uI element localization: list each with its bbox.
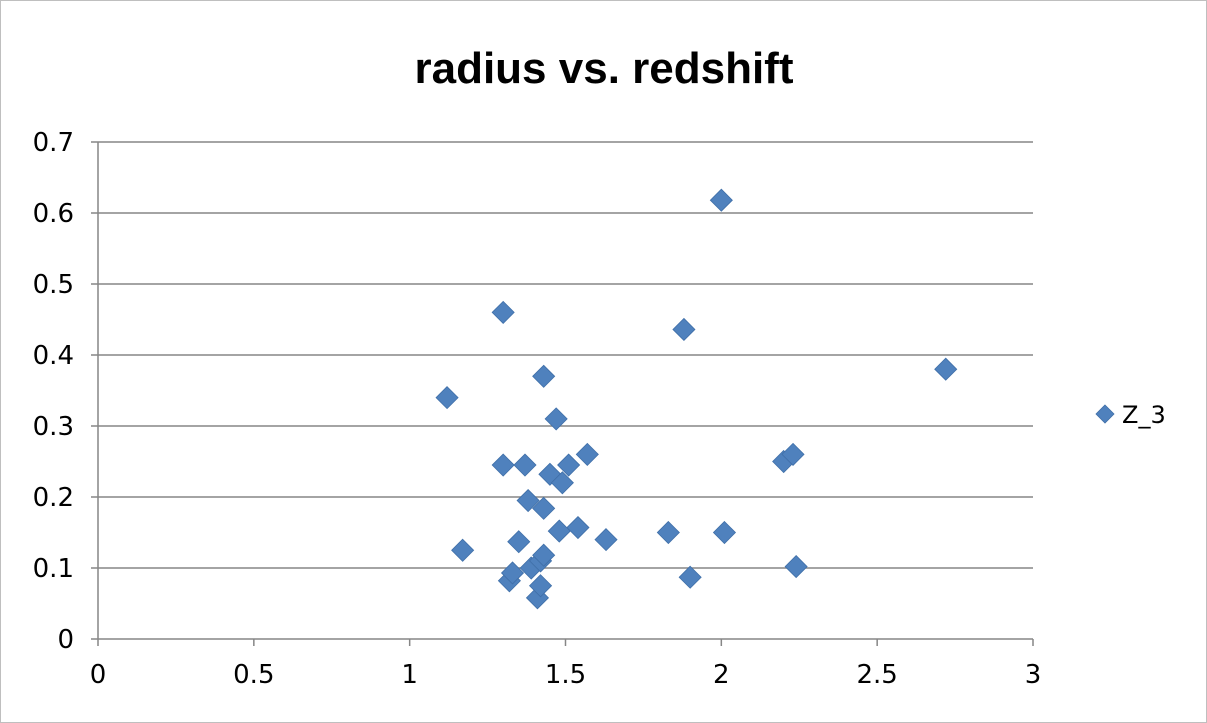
x-tick-label: 3 <box>1025 660 1042 690</box>
data-point <box>575 442 599 466</box>
y-tick-label: 0.2 <box>33 483 74 513</box>
legend: Z_3 <box>1095 401 1166 429</box>
x-tick-label: 0 <box>90 660 107 690</box>
data-point <box>557 453 581 477</box>
data-point <box>656 520 680 545</box>
x-tick-label: 0.5 <box>233 660 274 690</box>
data-point <box>544 407 568 431</box>
data-point <box>500 561 525 585</box>
data-point <box>532 543 556 567</box>
y-tick-label: 0.6 <box>33 199 74 229</box>
x-tick-label: 2.5 <box>856 660 897 690</box>
y-tick-label: 0 <box>57 625 74 655</box>
data-point <box>547 519 571 543</box>
gridlines <box>98 141 1033 569</box>
data-point <box>532 364 556 388</box>
y-tick-label: 0.5 <box>33 270 74 300</box>
data-points <box>435 188 958 610</box>
data-point <box>678 565 702 589</box>
axes <box>91 141 1034 646</box>
y-tick-label: 0.1 <box>33 554 74 584</box>
data-point <box>934 357 958 381</box>
data-point <box>491 453 515 477</box>
data-point <box>781 442 805 466</box>
y-tick-label: 0.3 <box>33 412 74 442</box>
data-point <box>550 471 574 495</box>
data-point <box>529 574 553 598</box>
legend-marker-icon <box>1095 404 1115 424</box>
data-point <box>566 515 590 540</box>
data-point <box>513 453 537 477</box>
y-axis-tick-labels: 0 0.1 0.2 0.3 0.4 0.5 0.6 0.7 <box>33 128 74 655</box>
data-point <box>712 520 737 545</box>
data-point <box>672 317 696 342</box>
data-point <box>451 538 475 562</box>
y-tick-label: 0.4 <box>33 341 74 371</box>
data-point <box>516 488 540 513</box>
x-tick-label: 2 <box>713 660 730 690</box>
legend-label: Z_3 <box>1122 401 1166 429</box>
x-tick-label: 1.5 <box>545 660 586 690</box>
data-point <box>784 555 808 579</box>
chart-title: radius vs. redshift <box>414 44 793 93</box>
data-point <box>435 386 459 410</box>
x-tick-label: 1 <box>401 660 418 690</box>
y-tick-label: 0.7 <box>33 128 74 158</box>
data-point <box>507 530 531 554</box>
data-point <box>709 188 733 212</box>
data-point <box>532 496 556 520</box>
data-point <box>594 528 618 552</box>
data-point <box>491 300 515 324</box>
x-axis-tick-labels: 0 0.5 1 1.5 2 2.5 3 <box>90 660 1042 690</box>
